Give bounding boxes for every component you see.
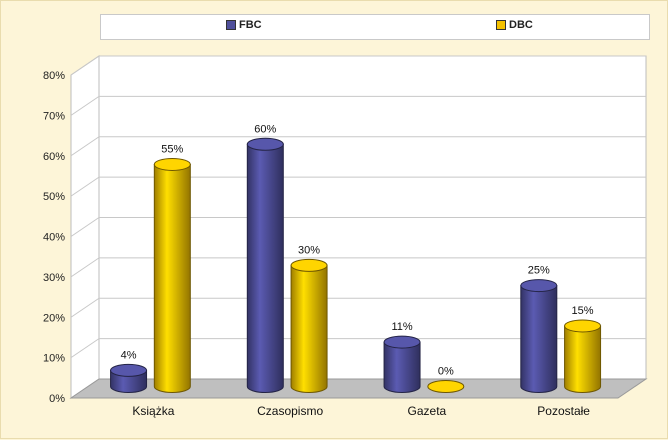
bar-dbc-0 [153, 163, 191, 393]
data-label: 55% [161, 143, 183, 155]
legend-label-dbc: DBC [509, 19, 533, 31]
legend-item-dbc: DBC [496, 19, 533, 31]
bar-fbc-2 [383, 341, 421, 393]
y-tick-label: 50% [43, 191, 65, 203]
data-label: 30% [298, 244, 320, 256]
data-label: 11% [391, 321, 412, 333]
plot-floor [69, 378, 648, 399]
x-category-label: Książka [132, 404, 174, 418]
x-category-label: Czasopismo [257, 404, 323, 418]
legend-label-fbc: FBC [239, 19, 262, 31]
x-category-label: Pozostałe [537, 404, 590, 418]
gridline-side [70, 217, 100, 237]
bar-fbc-3 [520, 285, 558, 393]
gridline-side [70, 257, 100, 278]
data-label: 0% [438, 366, 454, 378]
legend-item-fbc: FBC [226, 19, 262, 31]
data-label: 25% [528, 265, 550, 277]
y-tick-label: 10% [43, 353, 65, 365]
y-tick-label: 0% [49, 393, 65, 405]
data-label: 4% [121, 349, 137, 361]
bar-top-dbc-3 [564, 319, 602, 333]
bar-top-fbc-2 [383, 335, 421, 349]
bar-top-fbc-1 [246, 137, 284, 151]
gridline-side [70, 55, 100, 76]
y-tick-label: 60% [43, 151, 65, 163]
x-category-label: Gazeta [408, 404, 447, 418]
bar-top-fbc-0 [110, 363, 148, 377]
y-tick-label: 70% [43, 110, 65, 122]
bar-dbc-1 [290, 264, 328, 393]
data-label: 60% [254, 123, 276, 135]
y-tick-label: 80% [43, 70, 65, 82]
legend-swatch-dbc [496, 20, 506, 30]
bar-fbc-1 [246, 143, 284, 393]
y-tick-label: 30% [43, 272, 65, 284]
data-label: 15% [572, 305, 594, 317]
chart-legend: FBC DBC [100, 14, 650, 40]
bar-top-dbc-1 [290, 258, 328, 272]
bar-top-fbc-3 [520, 279, 558, 293]
bar-dbc-3 [564, 325, 602, 393]
gridline-side [70, 297, 100, 318]
y-tick-label: 20% [43, 312, 65, 324]
gridline-side [70, 95, 100, 116]
y-tick-label: 40% [43, 232, 65, 244]
gridline-side [70, 338, 100, 359]
gridline-side [70, 136, 100, 157]
bar-top-dbc-2 [427, 380, 465, 393]
legend-swatch-fbc [226, 20, 236, 30]
gridline-side [70, 176, 100, 197]
bar-top-dbc-0 [153, 157, 191, 171]
